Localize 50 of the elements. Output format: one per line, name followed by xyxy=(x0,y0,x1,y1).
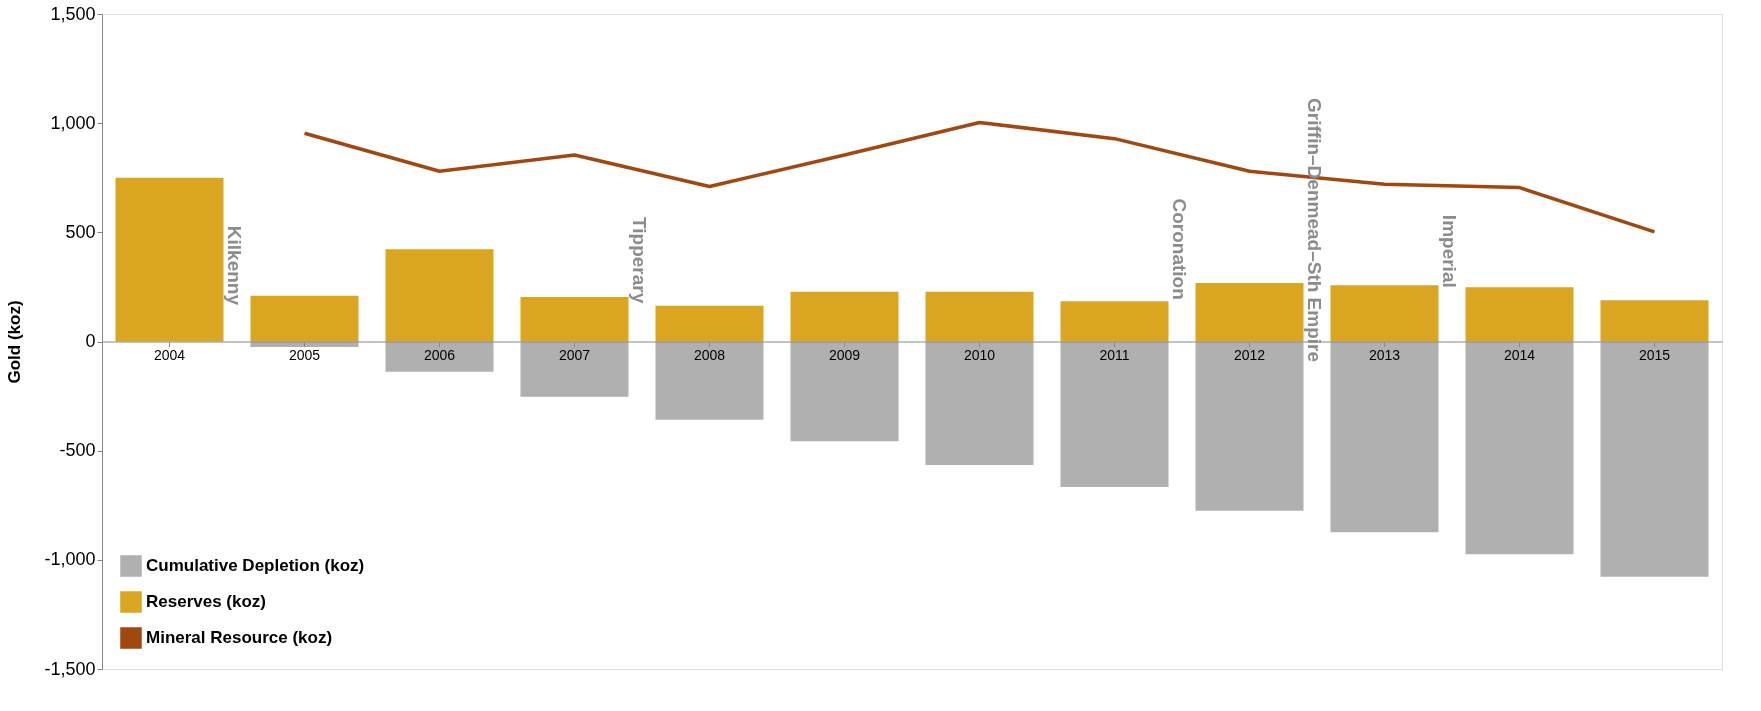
annotation: Tipperary xyxy=(628,217,650,304)
bar xyxy=(1060,341,1169,487)
x-tick-label: 2004 xyxy=(153,347,186,363)
x-tick-label: 2005 xyxy=(288,347,321,363)
bar xyxy=(790,291,899,342)
x-tick-label: 2010 xyxy=(963,347,996,363)
x-tick-label: 2014 xyxy=(1503,347,1536,363)
bar xyxy=(655,305,764,342)
bar xyxy=(520,341,629,397)
bar xyxy=(1600,300,1709,342)
legend-label: Mineral Resource (koz) xyxy=(146,628,333,647)
x-tick-label: 2006 xyxy=(423,347,456,363)
bar xyxy=(790,341,899,442)
bar xyxy=(1465,287,1574,342)
x-tick-label: 2007 xyxy=(558,347,591,363)
y-axis-title: Gold (koz) xyxy=(5,300,25,384)
x-tick-label: 2008 xyxy=(693,347,726,363)
legend-label: Cumulative Depletion (koz) xyxy=(146,556,365,575)
x-tick-label: 2012 xyxy=(1233,347,1266,363)
bar xyxy=(655,341,764,420)
y-tick-label: 1,000 xyxy=(50,112,96,133)
bar xyxy=(115,177,224,342)
y-tick-label: -1,000 xyxy=(44,549,96,570)
bar xyxy=(1330,341,1439,533)
bar xyxy=(385,249,494,342)
annotation: Kilkenny xyxy=(223,225,245,306)
legend-label: Reserves (koz) xyxy=(146,592,267,611)
bar xyxy=(1060,301,1169,342)
bar xyxy=(520,296,629,342)
y-tick-label: 500 xyxy=(65,221,96,242)
bar xyxy=(925,291,1034,342)
bar xyxy=(1330,285,1439,342)
bar xyxy=(1195,341,1304,511)
bar xyxy=(1600,341,1709,577)
bar xyxy=(385,341,494,372)
y-tick-label: 0 xyxy=(85,331,96,351)
annotation: Coronation xyxy=(1168,198,1190,300)
y-tick-label: 1,500 xyxy=(50,3,96,24)
y-tick-label: -1,500 xyxy=(44,658,96,679)
x-tick-label: 2015 xyxy=(1638,347,1671,363)
bar xyxy=(925,341,1034,466)
y-tick-label: -500 xyxy=(59,440,96,461)
annotation: Imperial xyxy=(1438,214,1460,288)
bar xyxy=(1195,282,1304,342)
bar xyxy=(1465,341,1574,555)
x-tick-label: 2009 xyxy=(828,347,861,363)
x-tick-label: 2011 xyxy=(1099,347,1130,363)
x-tick-label: 2013 xyxy=(1368,347,1401,363)
annotation: Griffin–Denmead–Sth Empire xyxy=(1303,98,1325,363)
bar xyxy=(250,295,359,342)
